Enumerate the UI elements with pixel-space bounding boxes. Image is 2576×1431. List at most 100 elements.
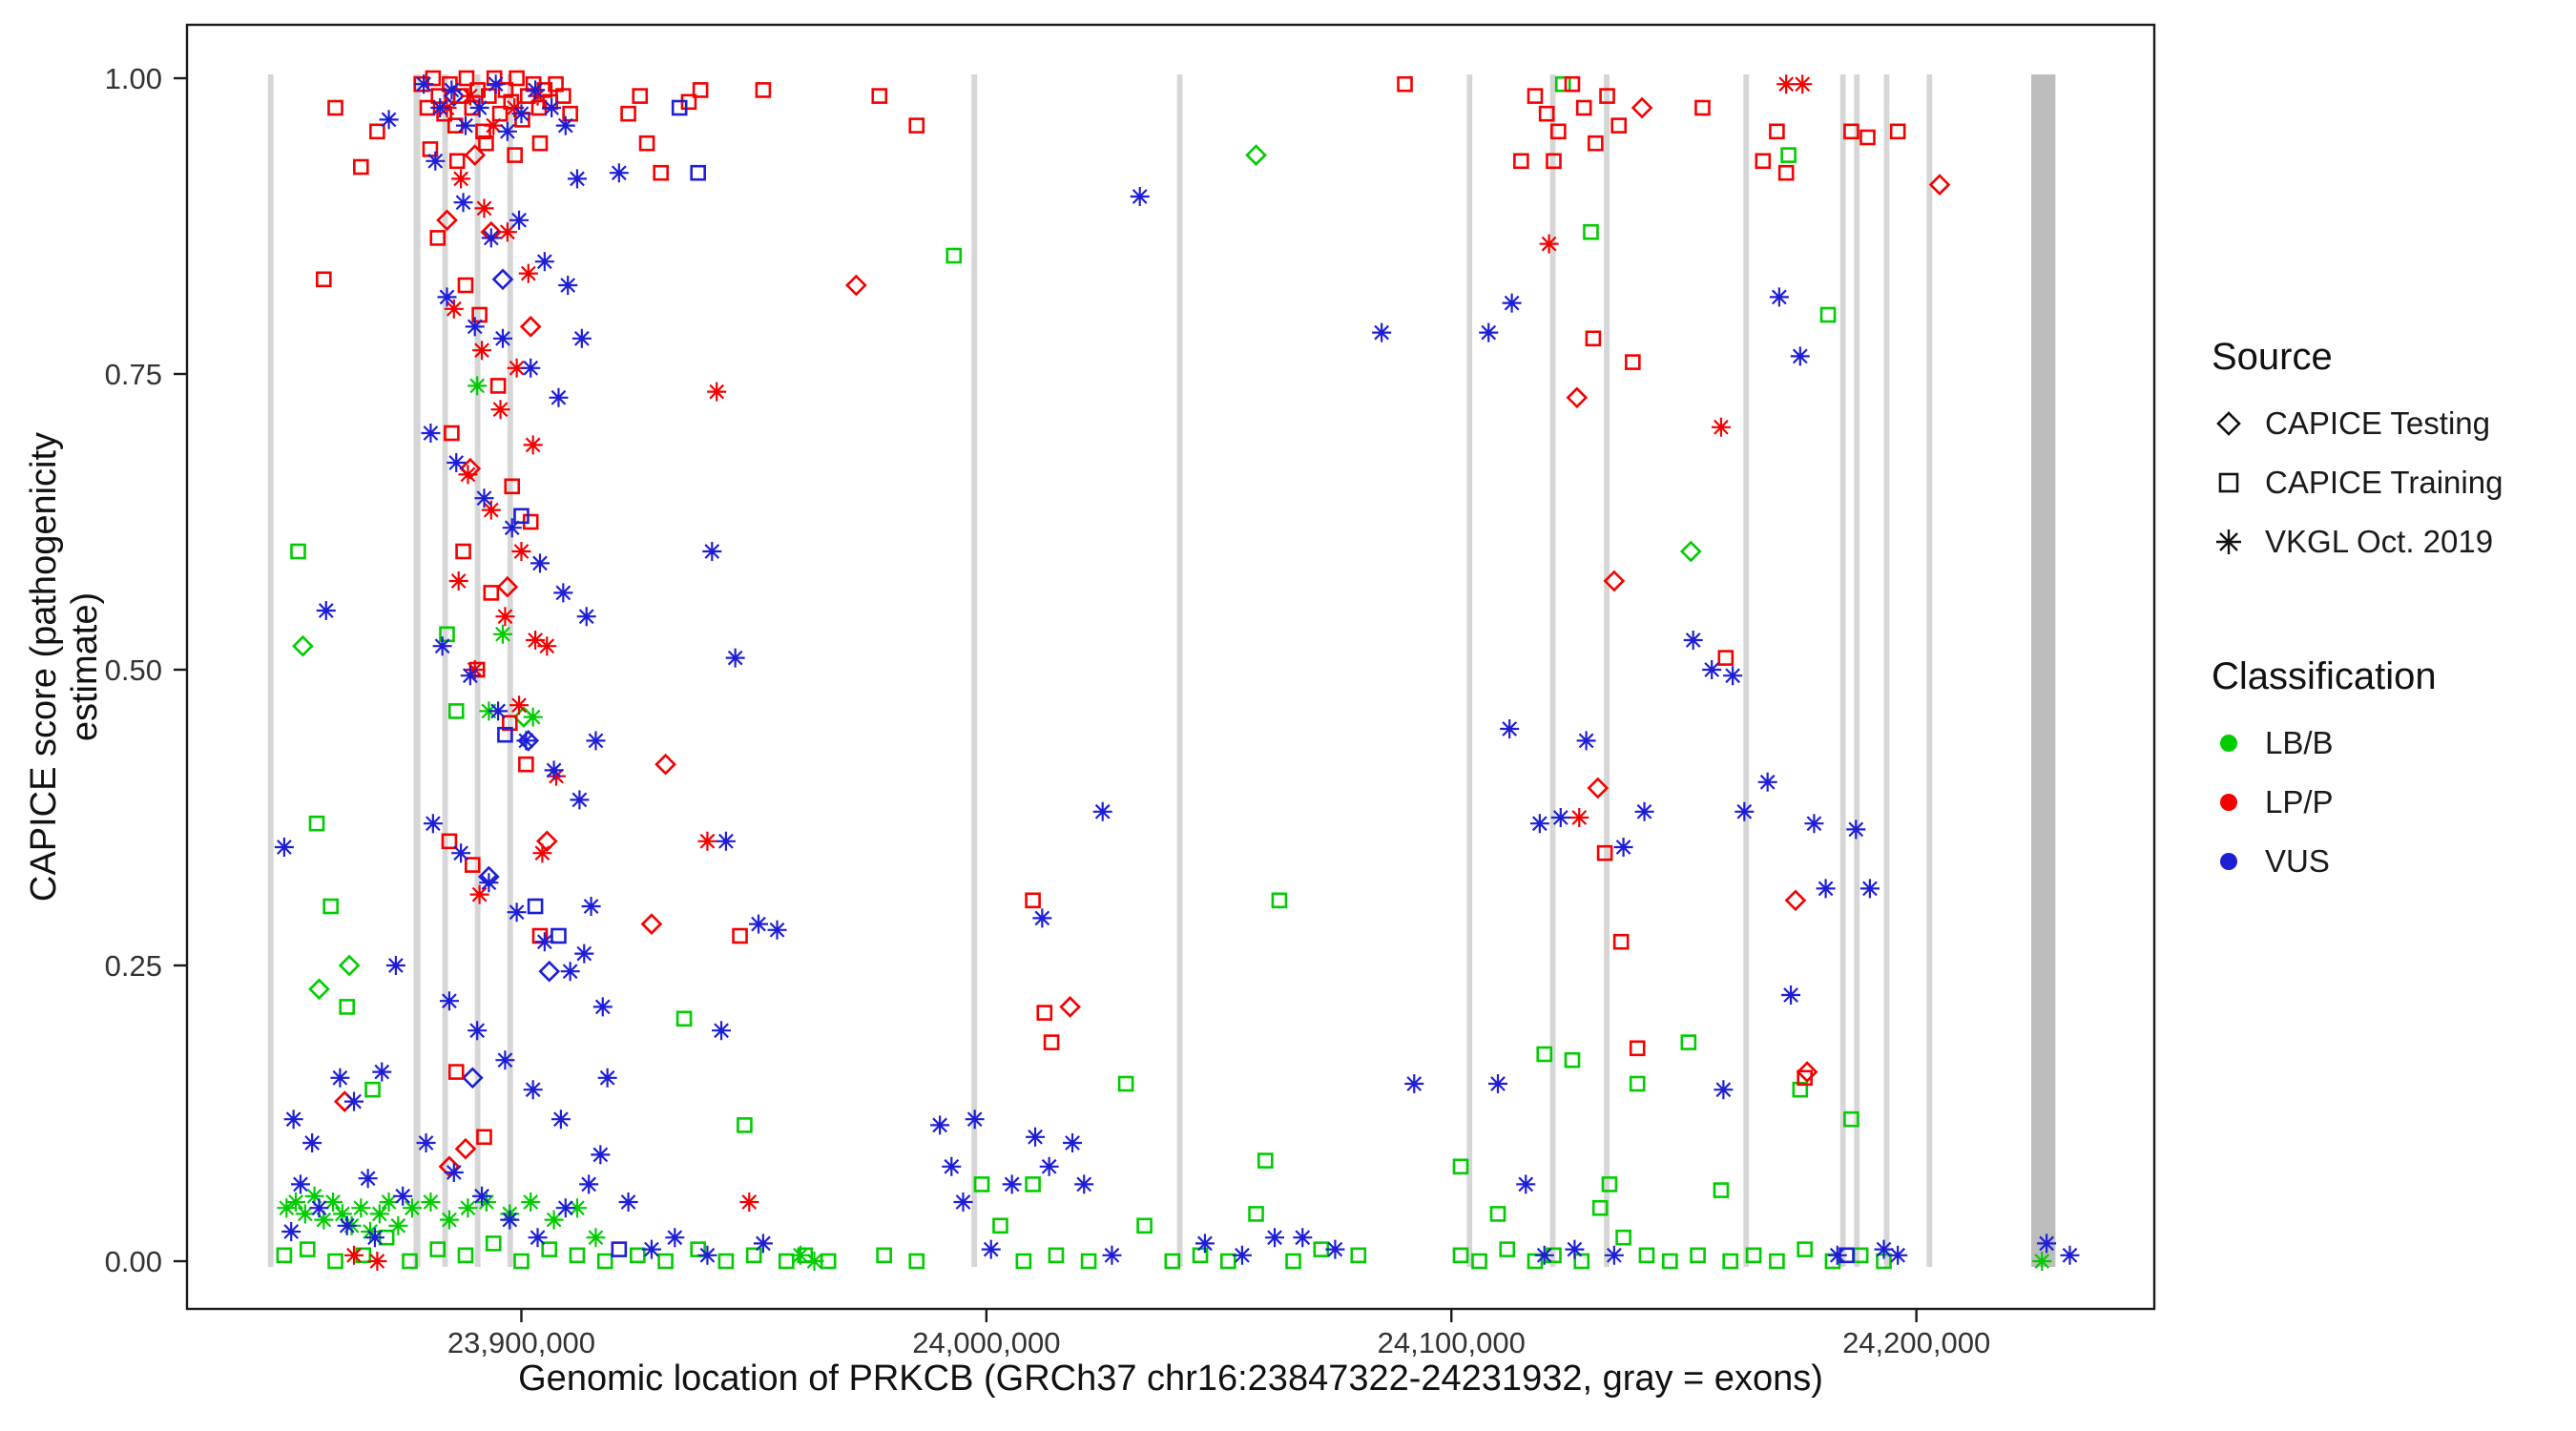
data-point-asterisk — [358, 1169, 378, 1189]
data-point-square — [504, 478, 521, 495]
data-point-square — [620, 105, 636, 122]
data-point-square — [1585, 330, 1602, 347]
data-point-asterisk — [507, 358, 527, 378]
exon-band — [2031, 74, 2056, 1267]
data-point-square — [1015, 1253, 1032, 1270]
data-point-asterisk — [497, 121, 517, 141]
data-point-square — [1048, 1247, 1065, 1264]
data-point-asterisk — [439, 991, 459, 1011]
data-point-asterisk — [507, 902, 527, 923]
data-point-square — [1745, 1247, 1762, 1264]
data-point-asterisk — [474, 488, 494, 508]
data-point-square — [290, 543, 306, 560]
data-point-asterisk — [523, 435, 543, 455]
data-point-asterisk — [495, 607, 515, 627]
data-point-asterisk — [316, 601, 336, 620]
data-point-asterisk — [571, 328, 592, 348]
legend-classification-title: Classification — [2212, 655, 2437, 697]
data-point-square — [1536, 1046, 1553, 1063]
data-point-asterisk — [753, 1234, 773, 1254]
data-point-asterisk — [481, 500, 501, 520]
y-tick-label: 1.00 — [105, 62, 162, 95]
data-point-square — [308, 815, 325, 832]
data-point-asterisk — [1711, 417, 1731, 437]
data-point-asterisk — [542, 98, 562, 117]
data-point-asterisk — [707, 382, 727, 402]
data-point-diamond — [496, 575, 519, 598]
data-point-asterisk — [549, 387, 569, 407]
legend-source-title: Source — [2212, 336, 2333, 378]
data-point-asterisk — [455, 115, 475, 135]
data-point-square — [657, 1253, 674, 1270]
data-point-square — [1550, 123, 1567, 140]
data-point-square — [1722, 1253, 1738, 1270]
data-point-asterisk — [1487, 1074, 1507, 1093]
data-point-asterisk — [497, 222, 517, 242]
data-point-square — [1777, 164, 1795, 181]
data-point-square — [596, 1253, 613, 1270]
data-point-diamond — [436, 209, 458, 232]
data-point-square — [476, 1129, 492, 1146]
data-point-asterisk — [283, 1110, 303, 1130]
data-point-asterisk — [537, 636, 557, 656]
exon-band — [1466, 74, 1473, 1267]
data-point-asterisk — [474, 198, 494, 218]
data-point-square — [1025, 892, 1041, 909]
exon-band — [1549, 74, 1556, 1267]
data-point-asterisk — [351, 1198, 371, 1218]
data-point-square — [507, 147, 523, 163]
data-point-asterisk — [442, 80, 462, 100]
legend-item-capice-training: CAPICE Training — [2212, 465, 2503, 501]
data-point-square — [501, 715, 518, 732]
data-point-asterisk — [581, 897, 601, 916]
data-point-asterisk — [591, 1145, 611, 1165]
data-point-asterisk — [555, 1198, 575, 1218]
data-point-diamond — [845, 274, 867, 297]
data-point-asterisk — [1735, 801, 1755, 821]
data-point-asterisk — [1500, 719, 1520, 738]
data-point-asterisk — [402, 1198, 422, 1218]
x-tick-label: 24,100,000 — [1378, 1326, 1526, 1359]
exon-band — [267, 74, 274, 1267]
data-point-asterisk — [665, 1228, 685, 1248]
data-point-asterisk — [528, 86, 548, 106]
data-point-square — [1601, 1176, 1618, 1192]
data-point-square — [1889, 123, 1906, 140]
data-point-asterisk — [492, 624, 512, 644]
data-point-asterisk — [592, 997, 613, 1017]
data-point-asterisk — [388, 1215, 408, 1235]
exon-band — [1604, 74, 1610, 1267]
data-point-square — [1629, 1075, 1646, 1092]
data-point-square — [1452, 1158, 1469, 1175]
data-point-square — [322, 898, 339, 915]
data-point-square — [481, 88, 497, 104]
data-point-asterisk — [460, 666, 480, 686]
data-point-asterisk — [586, 731, 606, 751]
data-point-asterisk — [469, 884, 489, 904]
data-point-asterisk — [567, 1198, 587, 1218]
data-point-asterisk — [314, 1210, 334, 1230]
data-point-asterisk — [1827, 1245, 1847, 1265]
data-point-asterisk — [290, 1174, 310, 1194]
data-point-asterisk — [528, 1228, 548, 1248]
vus-color-swatch — [2212, 844, 2246, 879]
data-point-square — [717, 1253, 735, 1270]
data-point-asterisk — [430, 98, 450, 117]
legend-item-lpp: LP/P — [2212, 784, 2503, 820]
asterisk-icon — [2212, 525, 2246, 559]
data-point-asterisk — [1195, 1234, 1215, 1254]
data-point-square — [353, 158, 369, 176]
data-point-asterisk — [444, 1163, 464, 1182]
data-point-asterisk — [1757, 772, 1777, 792]
diamond-icon — [2212, 406, 2246, 441]
data-point-asterisk — [560, 962, 580, 982]
data-point-asterisk — [286, 1192, 306, 1212]
data-point-asterisk — [344, 1091, 364, 1111]
data-point-asterisk — [309, 1198, 329, 1218]
data-point-asterisk — [1325, 1239, 1345, 1259]
data-point-asterisk — [534, 252, 554, 272]
data-point-asterisk — [379, 1192, 399, 1212]
data-point-square — [1080, 1253, 1097, 1270]
data-point-asterisk — [1479, 322, 1499, 342]
